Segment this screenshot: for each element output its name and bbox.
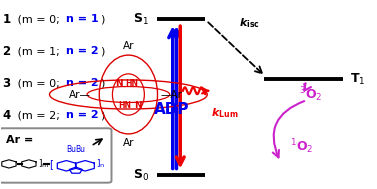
Text: ): )	[100, 110, 104, 120]
Text: ): )	[100, 46, 104, 56]
Text: Ar—: Ar—	[69, 90, 91, 99]
Text: Ar =: Ar =	[6, 135, 34, 145]
Text: T$_1$: T$_1$	[350, 72, 365, 87]
Text: HN: HN	[118, 101, 131, 110]
Text: HN: HN	[126, 79, 139, 88]
Text: N: N	[115, 79, 123, 88]
Text: Ar: Ar	[123, 41, 134, 51]
Text: ]$_{\rm n}$: ]$_{\rm n}$	[97, 158, 106, 170]
Text: S$_0$: S$_0$	[133, 168, 149, 183]
Text: n = 2: n = 2	[66, 78, 99, 88]
Text: $^1$O$_2$: $^1$O$_2$	[290, 138, 313, 156]
Text: $^3$O$_2$: $^3$O$_2$	[299, 85, 323, 104]
Text: 1: 1	[3, 13, 11, 26]
Text: $\bfit{k}_{\rm\bf isc}$: $\bfit{k}_{\rm\bf isc}$	[239, 16, 260, 30]
Text: (m = 0;: (m = 0;	[14, 14, 63, 24]
FancyBboxPatch shape	[0, 128, 112, 183]
Text: $\bfit{k}_{\rm\bf Lum}$: $\bfit{k}_{\rm\bf Lum}$	[211, 106, 239, 120]
Text: Bu: Bu	[75, 145, 85, 154]
Text: 4: 4	[3, 109, 11, 122]
Text: S$_1$: S$_1$	[133, 12, 149, 27]
Text: 3: 3	[3, 77, 11, 90]
Text: n = 2: n = 2	[66, 110, 99, 120]
Text: n = 1: n = 1	[66, 14, 99, 24]
Text: [: [	[49, 159, 53, 169]
Text: ): )	[100, 78, 104, 88]
Text: N: N	[134, 101, 142, 110]
Text: ADP: ADP	[154, 102, 189, 117]
Text: (m = 1;: (m = 1;	[14, 46, 63, 56]
Text: (m = 0;: (m = 0;	[14, 78, 63, 88]
Text: Ar: Ar	[123, 138, 134, 148]
Text: ): )	[100, 14, 104, 24]
Text: 2: 2	[3, 45, 11, 58]
Text: n = 2: n = 2	[66, 46, 99, 56]
Text: —Ar: —Ar	[160, 90, 182, 99]
Text: Bu: Bu	[66, 145, 76, 154]
Text: (m = 2;: (m = 2;	[14, 110, 63, 120]
Text: ]$_{\rm m}$: ]$_{\rm m}$	[37, 158, 49, 170]
